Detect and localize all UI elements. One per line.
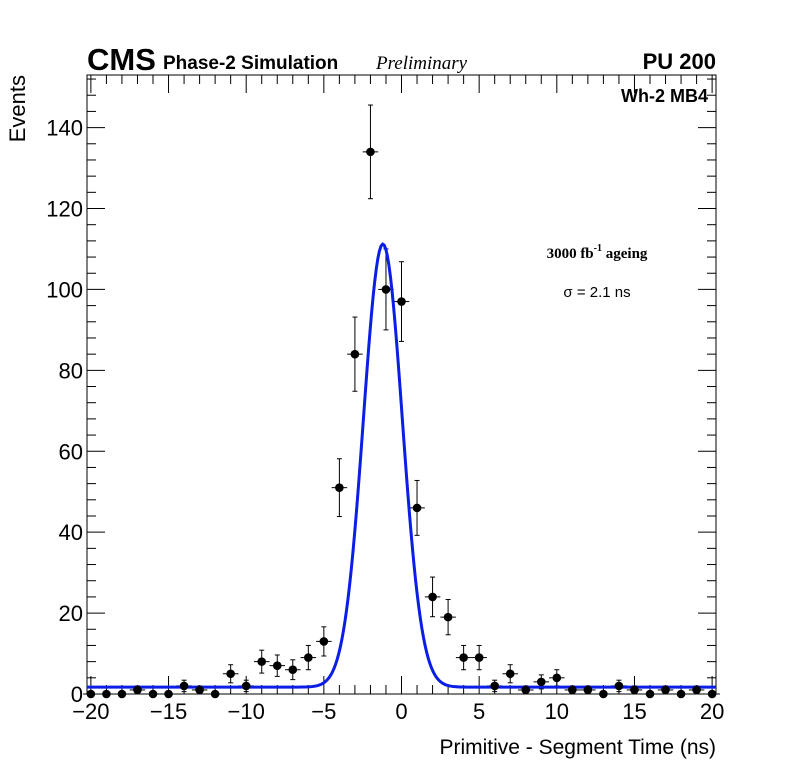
- data-point: [583, 685, 593, 695]
- y-tick-label: 100: [46, 277, 83, 302]
- x-tick-label: −20: [72, 699, 109, 724]
- data-point: [692, 685, 701, 695]
- data-point: [552, 673, 562, 683]
- subtitle-label: Phase-2 Simulation: [163, 53, 338, 74]
- data-point: [661, 685, 670, 695]
- data-point: [490, 681, 499, 691]
- data-point: [164, 689, 173, 699]
- data-point: [117, 689, 127, 699]
- data-point: [568, 685, 577, 695]
- data-point: [412, 503, 422, 513]
- x-tick-label: 0: [395, 699, 407, 724]
- data-point: [428, 592, 437, 602]
- data-points: [86, 147, 717, 699]
- data-point: [459, 653, 468, 662]
- pileup-label: PU 200: [643, 49, 716, 74]
- y-tick-label: 120: [46, 197, 83, 222]
- x-tick-label: −5: [311, 699, 336, 724]
- x-axis-title: Primitive - Segment Time (ns): [439, 736, 716, 759]
- y-tick-label: 40: [59, 520, 83, 545]
- data-point: [272, 661, 282, 670]
- lumi-exponent: -1: [594, 243, 602, 254]
- data-point: [304, 653, 313, 662]
- data-point: [210, 689, 220, 699]
- data-point: [521, 685, 531, 695]
- sigma-annotation: σ = 2.1 ns: [563, 284, 630, 301]
- data-point: [381, 285, 391, 294]
- x-tick-label: 15: [622, 699, 646, 724]
- y-tick-label: 60: [59, 439, 83, 464]
- fit-curve-group: [87, 242, 716, 689]
- data-point: [614, 681, 624, 691]
- y-tick-label: 140: [46, 116, 83, 141]
- data-point: [366, 147, 375, 157]
- data-point: [443, 612, 453, 622]
- data-point: [319, 637, 329, 646]
- data-point: [288, 665, 298, 675]
- axis-ticks: [87, 75, 716, 695]
- fit-curve: [87, 242, 716, 689]
- x-tick-label: −10: [228, 699, 265, 724]
- lumi-suffix: ageing: [602, 246, 648, 262]
- y-axis-title: Events: [5, 75, 30, 142]
- data-point: [599, 689, 608, 699]
- data-point: [645, 689, 655, 699]
- data-point: [179, 681, 189, 691]
- data-point: [505, 669, 515, 679]
- data-point: [195, 685, 204, 695]
- x-tick-label: −15: [150, 699, 187, 724]
- lumi-value: 3000 fb: [547, 246, 594, 262]
- x-tick-label: 20: [700, 699, 724, 724]
- y-tick-label: 0: [71, 682, 83, 707]
- status-label: Preliminary: [375, 53, 468, 74]
- lumi-annotation: 3000 fb-1 ageing: [547, 243, 648, 262]
- data-point: [536, 677, 546, 687]
- data-point: [630, 685, 639, 695]
- x-tick-label: 5: [473, 699, 485, 724]
- y-tick-label: 20: [59, 601, 83, 626]
- experiment-label: CMS: [87, 42, 156, 77]
- data-point: [335, 483, 344, 492]
- data-point: [102, 689, 111, 699]
- data-point: [707, 689, 717, 699]
- data-point: [133, 685, 142, 695]
- category-label: Wh-2 MB4: [621, 86, 708, 106]
- data-point: [257, 657, 267, 666]
- data-point: [676, 689, 686, 699]
- data-point: [241, 681, 251, 691]
- data-point: [148, 689, 158, 699]
- x-tick-labels: −20 −15 −10 −5 0 5 10 15 20: [72, 699, 724, 724]
- x-tick-label: 10: [545, 699, 569, 724]
- y-tick-labels: 0 20 40 60 80 100 120 140: [46, 116, 83, 707]
- data-point: [474, 653, 484, 662]
- data-point: [350, 349, 360, 359]
- plot-frame: [86, 74, 717, 695]
- y-tick-label: 80: [59, 358, 83, 383]
- data-point: [397, 297, 406, 306]
- data-point: [226, 669, 235, 679]
- data-point: [86, 689, 96, 699]
